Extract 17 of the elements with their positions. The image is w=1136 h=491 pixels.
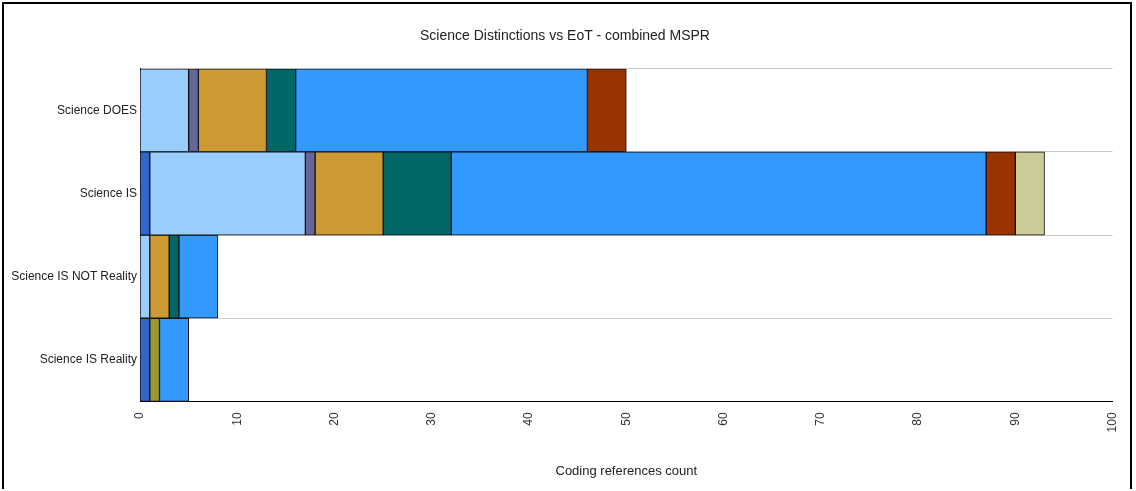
x-tick-label: 90 (1007, 412, 1022, 426)
x-tick-label: 30 (424, 412, 439, 426)
y-tick-label: Science IS NOT Reality (11, 268, 138, 283)
y-tick-label: Science DOES (56, 102, 138, 117)
x-axis-title: Coding references count (555, 462, 698, 478)
x-tick-label: 50 (618, 412, 633, 426)
y-tick-label: Science IS (79, 185, 138, 200)
x-tick-label: 40 (521, 412, 536, 426)
x-tick-label: 0 (132, 412, 147, 420)
x-tick-label: 100 (1104, 412, 1119, 433)
x-tick-label: 80 (910, 412, 925, 426)
x-tick-label: 10 (229, 412, 244, 426)
y-tick-label: Science IS Reality (39, 352, 138, 367)
chart-title: Science Distinctions vs EoT - combined MSPR (420, 27, 710, 44)
x-tick-label: 70 (813, 412, 828, 426)
x-tick-label: 20 (326, 412, 341, 426)
x-tick-label: 60 (715, 412, 730, 426)
